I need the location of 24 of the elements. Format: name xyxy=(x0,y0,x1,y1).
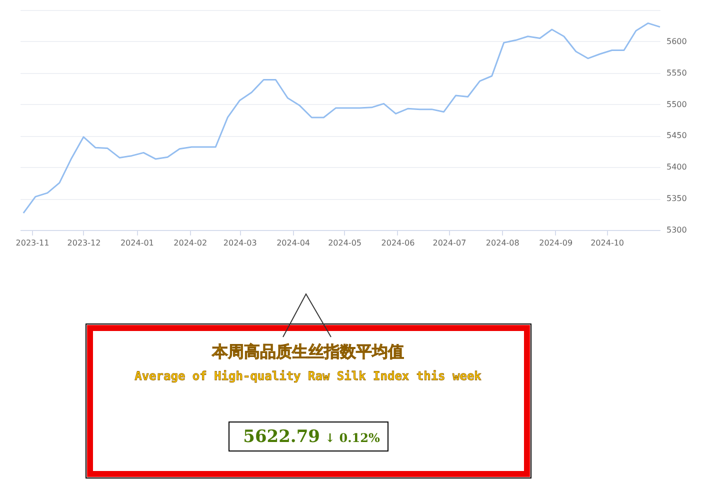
x-tick-label: 2024-05 xyxy=(328,238,362,248)
x-tick-label: 2024-02 xyxy=(174,238,208,248)
y-tick-label: 5350 xyxy=(666,194,687,204)
line-series xyxy=(22,22,661,214)
x-tick-label: 2023-11 xyxy=(16,238,50,248)
x-tick-label: 2023-12 xyxy=(67,238,101,248)
x-tick-label: 2024-03 xyxy=(223,238,257,248)
y-tick-label: 5550 xyxy=(666,68,687,78)
y-tick-label: 5400 xyxy=(666,162,687,172)
y-tick-label: 5450 xyxy=(666,131,687,140)
x-tick-label: 2024-01 xyxy=(120,238,154,248)
text: Average of High-quality Raw Silk Index this week xyxy=(134,369,482,383)
text: ↓ 0.12% xyxy=(325,431,380,445)
text: 本周高品质生丝指数平均值 xyxy=(211,342,404,361)
x-tick-label: 2024-07 xyxy=(432,238,466,248)
x-tick-label: 2024-08 xyxy=(486,238,520,248)
y-tick-label: 5600 xyxy=(666,36,687,46)
x-tick-label: 2024-10 xyxy=(590,238,624,248)
x-tick-label: 2024-04 xyxy=(276,238,310,248)
x-tick-label: 2024-06 xyxy=(381,238,415,248)
x-tick-label: 2024-09 xyxy=(539,238,573,248)
y-tick-label: 5300 xyxy=(666,226,687,234)
y-tick-label: 5500 xyxy=(666,100,687,109)
text: 5622.79 xyxy=(243,427,320,447)
